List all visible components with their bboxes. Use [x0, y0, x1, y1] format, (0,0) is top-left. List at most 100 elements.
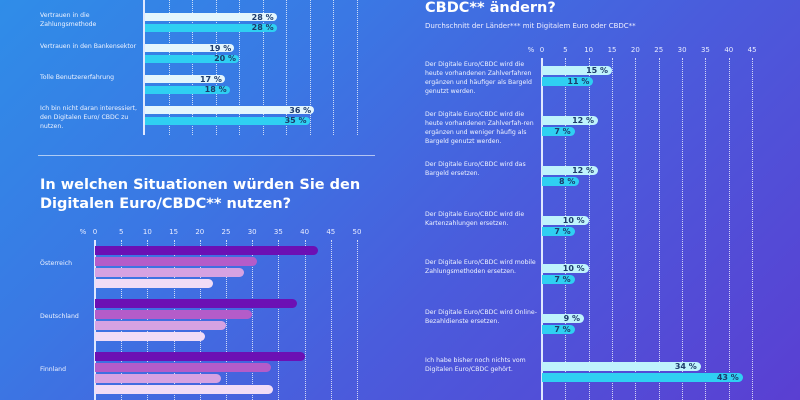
- gridline: [239, 0, 240, 135]
- gridline: [304, 240, 306, 400]
- gridline: [199, 240, 201, 400]
- bar: [542, 216, 589, 225]
- axis-unit: %: [527, 46, 535, 54]
- bar: [542, 362, 701, 371]
- data-label: 19 %: [209, 43, 232, 53]
- category-label: Der Digitale Euro/CBDC wird die heute vo…: [425, 61, 532, 95]
- data-label: 12 %: [572, 116, 595, 125]
- gridline: [309, 0, 311, 135]
- tick-label: 50: [352, 228, 362, 236]
- bar: [95, 257, 258, 266]
- category-label: Finnland: [40, 366, 67, 373]
- category-label: Ich habe bisher noch nichts vom Digitale…: [425, 357, 526, 373]
- tick-label: 30: [247, 228, 257, 236]
- bar: [95, 279, 213, 288]
- chart3-subtitle: Durchschnitt der Länder*** mit Digitalem…: [425, 22, 636, 30]
- category-label: Der Digitale Euro/CBDC wird die Kartenza…: [425, 211, 525, 227]
- gridline: [262, 0, 264, 135]
- axis-unit: %: [79, 228, 87, 236]
- data-label: 15 %: [586, 66, 609, 75]
- tick-label: 45: [326, 228, 336, 236]
- bar: [145, 116, 310, 125]
- tick-label: 20: [630, 46, 640, 54]
- bar: [145, 75, 225, 83]
- tick-label: 10: [142, 228, 152, 236]
- data-label: 7 %: [554, 324, 571, 334]
- gridline: [635, 58, 637, 400]
- category-label: Der Digitale Euro/CBDC wird mobile Zahlu…: [425, 259, 536, 275]
- tick-label: 40: [724, 46, 734, 54]
- data-label: 7 %: [554, 226, 571, 236]
- tick-label: 35: [700, 46, 710, 54]
- gridline: [333, 0, 334, 135]
- gridline: [173, 240, 175, 400]
- bar: [542, 324, 575, 334]
- bar: [542, 76, 594, 86]
- bar: [542, 264, 589, 273]
- tick-label: 25: [654, 46, 664, 54]
- data-label: 10 %: [562, 264, 585, 273]
- bar: [95, 299, 297, 308]
- tick-label: 0: [539, 46, 545, 54]
- bar: [542, 274, 575, 284]
- gridline: [252, 240, 254, 400]
- bar: [542, 176, 580, 186]
- category-label: Österreich: [40, 260, 73, 267]
- section-divider: [38, 155, 375, 156]
- category-label: Der Digitale Euro/CBDC wird die heute vo…: [425, 111, 534, 145]
- bar: [145, 85, 230, 94]
- gridline: [356, 0, 358, 135]
- data-label: 18 %: [204, 85, 227, 94]
- chart2-title: In welchen Situationen würden Sie den Di…: [40, 177, 361, 212]
- bar: [95, 363, 271, 372]
- axis-line: [94, 240, 96, 400]
- gridline: [168, 0, 170, 135]
- gridline: [121, 240, 123, 400]
- data-label: 28 %: [251, 23, 274, 32]
- bar: [95, 352, 305, 361]
- chart3-title: CBDC** ändern?: [425, 0, 556, 16]
- gridline: [705, 58, 707, 400]
- bar: [542, 166, 599, 175]
- tick-label: 15: [169, 228, 179, 236]
- gridline: [357, 240, 358, 400]
- bar: [145, 13, 277, 21]
- tick-label: 40: [300, 228, 310, 236]
- bar: [542, 372, 743, 382]
- data-label: 20 %: [214, 54, 236, 63]
- tick-label: 30: [677, 46, 687, 54]
- bar: [95, 310, 253, 319]
- data-label: 10 %: [562, 216, 585, 225]
- gridline: [278, 240, 280, 400]
- gridline: [682, 58, 684, 400]
- bar: [95, 321, 226, 330]
- bar: [542, 66, 613, 75]
- data-label: 11 %: [567, 76, 590, 86]
- tick-label: 25: [221, 228, 231, 236]
- bar: [542, 226, 575, 236]
- bar: [542, 116, 599, 125]
- bar: [145, 106, 315, 114]
- axis-line: [143, 0, 145, 135]
- tick-label: 5: [118, 228, 124, 236]
- category-label: Deutschland: [40, 313, 79, 320]
- gridline: [752, 58, 754, 400]
- gridline: [612, 58, 614, 400]
- gridline: [588, 58, 590, 400]
- gridline: [215, 0, 217, 135]
- data-label: 35 %: [284, 116, 307, 125]
- bar: [145, 23, 277, 32]
- tick-label: 35: [273, 228, 283, 236]
- bar: [95, 374, 221, 383]
- data-label: 17 %: [199, 74, 222, 84]
- category-label: Vertrauen in den Bankensektor: [40, 43, 137, 50]
- bar: [95, 332, 206, 341]
- gridline: [226, 240, 227, 400]
- category-label: Vertrauen in die Zahlungsmethode: [40, 12, 97, 28]
- tick-label: 15: [607, 46, 617, 54]
- tick-label: 5: [563, 46, 568, 54]
- tick-label: 10: [584, 46, 594, 54]
- data-label: 28 %: [251, 12, 274, 22]
- gridline: [192, 0, 193, 135]
- bar: [95, 268, 245, 277]
